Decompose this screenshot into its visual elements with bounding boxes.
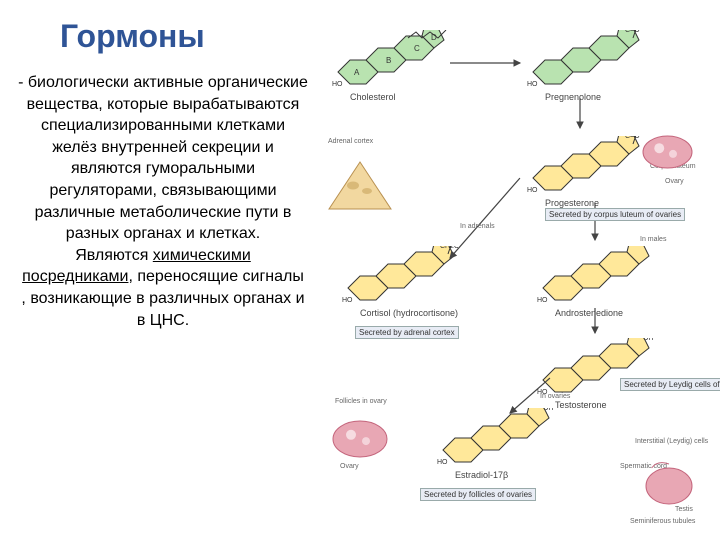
tiny-label-in_adrenals: In adrenals <box>460 223 495 230</box>
tiny-label-adrenal_cortex: Adrenal cortex <box>328 138 373 145</box>
tiny-label-in_ovaries: In ovaries <box>540 393 570 400</box>
molecule-label-cholesterol: Cholesterol <box>350 92 396 102</box>
def-p2a: Являются <box>75 247 153 264</box>
svg-text:OH: OH <box>643 338 653 342</box>
svg-text:D: D <box>431 33 437 42</box>
organ-ovary1 <box>640 133 695 176</box>
tiny-label-semin: Seminiferous tubules <box>630 518 695 525</box>
svg-text:B: B <box>386 56 391 65</box>
organ-testis <box>640 458 698 511</box>
arrow-1 <box>574 98 586 136</box>
svg-text:HO: HO <box>342 297 353 304</box>
svg-text:HO: HO <box>437 459 448 466</box>
organ-adrenal <box>325 158 395 218</box>
definition-block: - биологически активные органические вещ… <box>18 72 308 331</box>
page-title: Гормоны <box>60 18 205 55</box>
svg-text:HO: HO <box>527 81 538 88</box>
svg-text:HO: HO <box>537 297 548 304</box>
svg-text:HO: HO <box>332 81 343 88</box>
box-label-leydig: Secreted by Leydig cells of testes <box>620 378 720 391</box>
steroid-pathway-diagram: ABCDHOCholesterolHOC=OCH3PregnenoloneHOC… <box>320 8 710 532</box>
molecule-label-cortisol: Cortisol (hydrocortisone) <box>360 308 458 318</box>
box-label-adrenal: Secreted by adrenal cortex <box>355 326 459 339</box>
molecule-cholesterol: A B C D HO <box>330 30 448 120</box>
molecule-label-testosterone: Testosterone <box>555 400 607 410</box>
arrow-2 <box>440 174 524 268</box>
arrow-4 <box>589 308 601 341</box>
svg-text:C=O: C=O <box>625 136 640 140</box>
tiny-label-leydig_cells: Interstitial (Leydig) cells <box>635 438 708 445</box>
svg-text:HO: HO <box>527 187 538 194</box>
svg-text:C=O: C=O <box>625 30 640 34</box>
box-label-follicles: Secreted by follicles of ovaries <box>420 488 536 501</box>
def-p1: - биологически активные органические вещ… <box>18 74 308 242</box>
tiny-label-follicles_ov: Follicles in ovary <box>335 398 387 405</box>
molecule-estradiol: HO OH <box>435 408 553 498</box>
svg-text:C: C <box>414 44 420 53</box>
box-label-corpus: Secreted by corpus luteum of ovaries <box>545 208 685 221</box>
svg-text:A: A <box>354 68 360 77</box>
arrow-0 <box>450 57 528 69</box>
organ-ovary2 <box>330 418 390 465</box>
tiny-label-in_males: In males <box>640 236 666 243</box>
molecule-label-estradiol: Estradiol-17β <box>455 470 508 480</box>
svg-text:OH: OH <box>543 408 553 412</box>
tiny-label-ovary1: Ovary <box>665 178 684 185</box>
